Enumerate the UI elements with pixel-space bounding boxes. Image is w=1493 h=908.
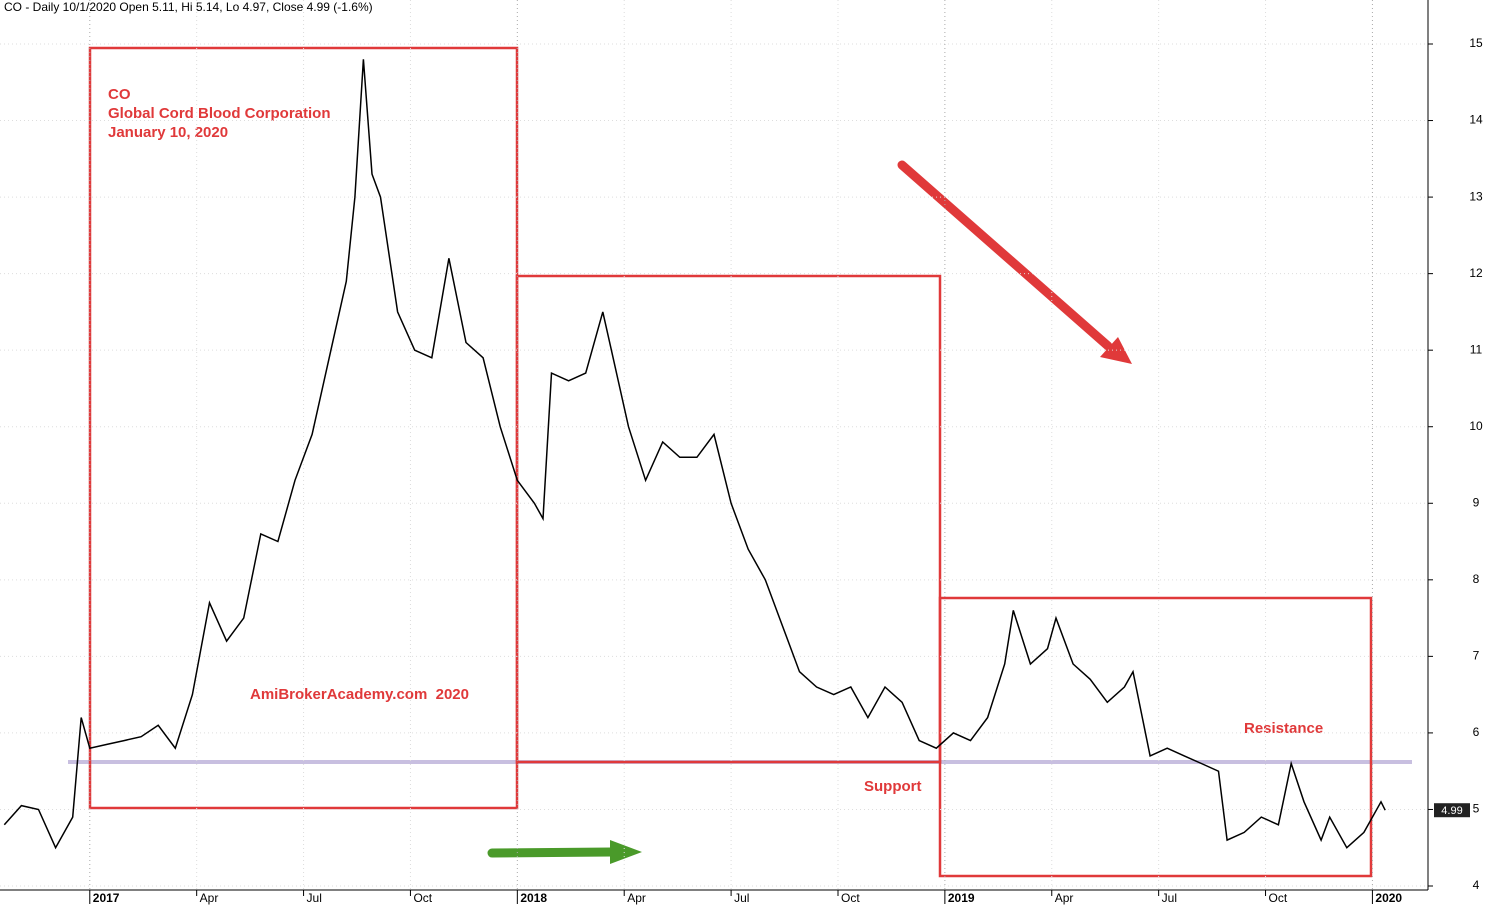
x-tick-label: 2019 xyxy=(948,891,975,905)
x-tick-label: Oct xyxy=(413,891,432,905)
annotation: Global Cord Blood Corporation xyxy=(108,105,330,122)
annotation: January 10, 2020 xyxy=(108,124,228,141)
chart-title: CO - Daily 10/1/2020 Open 5.11, Hi 5.14,… xyxy=(4,0,373,14)
box xyxy=(938,596,1373,878)
y-tick-label: 11 xyxy=(1470,342,1483,356)
x-tick-label: 2017 xyxy=(93,891,120,905)
box xyxy=(515,274,942,764)
x-tick-label: Apr xyxy=(200,891,219,905)
y-tick-label: 4 xyxy=(1473,878,1480,892)
y-tick-label: 12 xyxy=(1469,266,1483,280)
x-tick-label: Apr xyxy=(627,891,646,905)
y-tick-label: 6 xyxy=(1473,725,1480,739)
y-tick-label: 10 xyxy=(1469,419,1483,433)
price-line xyxy=(3,59,1386,850)
y-tick-label: 5 xyxy=(1473,802,1480,816)
x-tick-label: Jul xyxy=(307,891,322,905)
arrow-head xyxy=(610,840,642,864)
y-tick-label: 8 xyxy=(1473,572,1480,586)
y-tick-label: 13 xyxy=(1469,189,1483,203)
y-tick-label: 15 xyxy=(1469,36,1483,50)
last-price-box xyxy=(1434,803,1470,818)
x-tick-label: Apr xyxy=(1055,891,1074,905)
y-tick-label: 14 xyxy=(1469,113,1483,127)
x-tick-label: Jul xyxy=(1162,891,1177,905)
annotation: Support xyxy=(864,778,922,795)
y-tick-label: 9 xyxy=(1473,495,1480,509)
watermark: AmiBrokerAcademy.com 2020 xyxy=(250,686,469,703)
annotation: Resistance xyxy=(1244,720,1323,737)
arrow-shaft xyxy=(897,160,1113,351)
x-tick-label: Oct xyxy=(1269,891,1288,905)
arrow-shaft xyxy=(487,847,617,858)
annotation: CO xyxy=(108,86,131,103)
last-price-label: 4.99 xyxy=(1441,805,1462,817)
y-tick-label: 7 xyxy=(1473,649,1480,663)
x-tick-label: 2018 xyxy=(520,891,547,905)
x-tick-label: Oct xyxy=(841,891,860,905)
x-tick-label: Jul xyxy=(734,891,749,905)
green-arrow xyxy=(487,840,642,864)
x-tick-label: 2020 xyxy=(1375,891,1402,905)
